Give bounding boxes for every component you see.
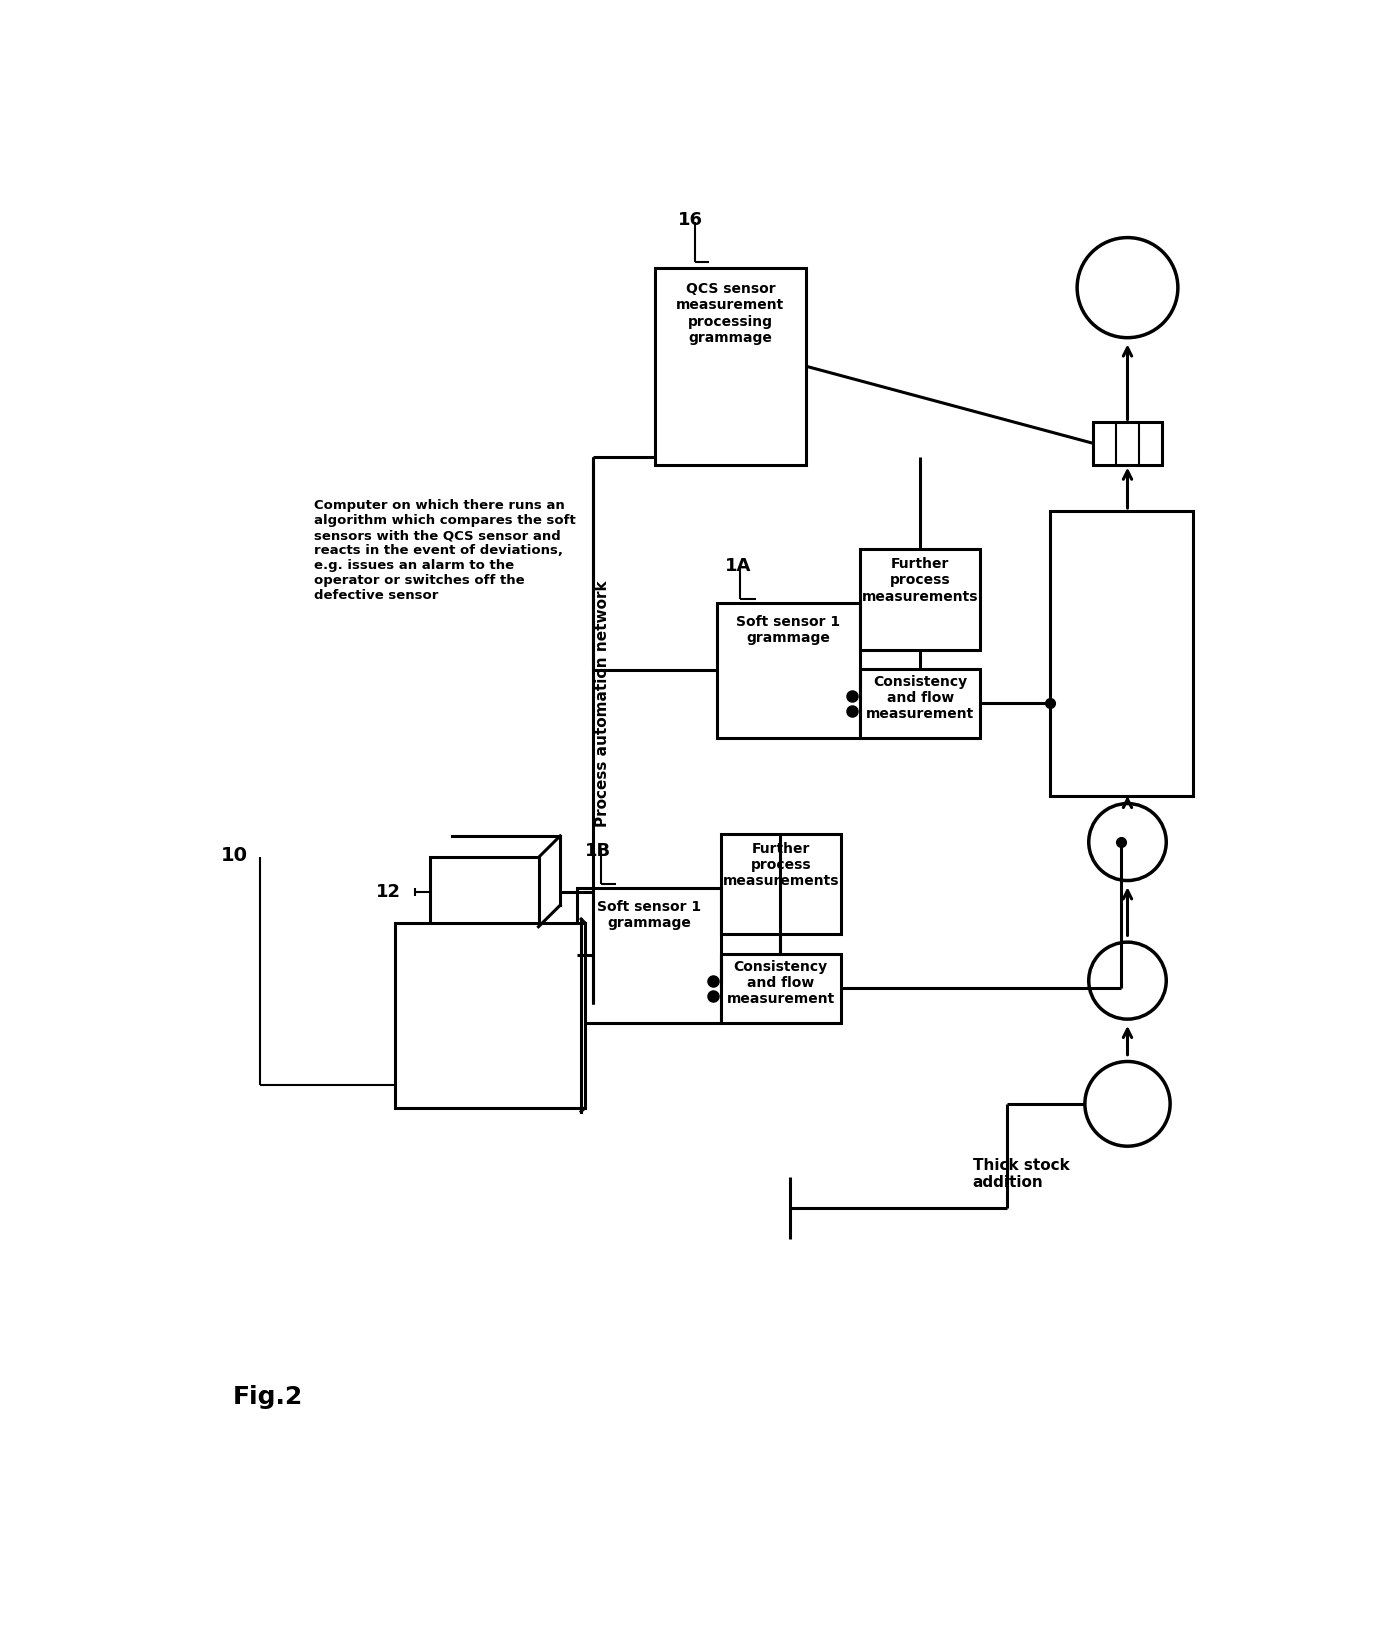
- Text: Further
process
measurements: Further process measurements: [861, 556, 979, 604]
- Bar: [717, 604, 860, 739]
- Text: Thick stock
addition: Thick stock addition: [973, 1158, 1069, 1189]
- Text: 16: 16: [677, 210, 703, 229]
- Text: 12: 12: [376, 883, 400, 901]
- Text: Computer on which there runs an
algorithm which compares the soft
sensors with t: Computer on which there runs an algorith…: [314, 499, 576, 602]
- Text: Consistency
and flow
measurement: Consistency and flow measurement: [866, 675, 974, 721]
- Text: QCS sensor
measurement
processing
grammage: QCS sensor measurement processing gramma…: [676, 281, 785, 345]
- Text: Soft sensor 1
grammage: Soft sensor 1 grammage: [736, 615, 841, 644]
- Text: Further
process
measurements: Further process measurements: [722, 843, 839, 888]
- Text: Consistency
and flow
measurement: Consistency and flow measurement: [726, 960, 835, 1005]
- Text: 1A: 1A: [725, 556, 751, 574]
- Text: 10: 10: [220, 846, 248, 866]
- Text: 1B: 1B: [585, 843, 611, 861]
- Text: Soft sensor 1
grammage: Soft sensor 1 grammage: [597, 900, 701, 931]
- Bar: [1050, 511, 1193, 796]
- Bar: [655, 268, 806, 465]
- Bar: [860, 550, 980, 649]
- Bar: [860, 669, 980, 739]
- Bar: [395, 923, 585, 1108]
- Text: Process automation network: Process automation network: [595, 579, 609, 827]
- Text: Fig.2: Fig.2: [233, 1385, 302, 1409]
- Bar: [1093, 423, 1163, 465]
- Bar: [721, 953, 841, 1023]
- Bar: [429, 857, 538, 927]
- Bar: [721, 835, 841, 934]
- Bar: [577, 888, 721, 1023]
